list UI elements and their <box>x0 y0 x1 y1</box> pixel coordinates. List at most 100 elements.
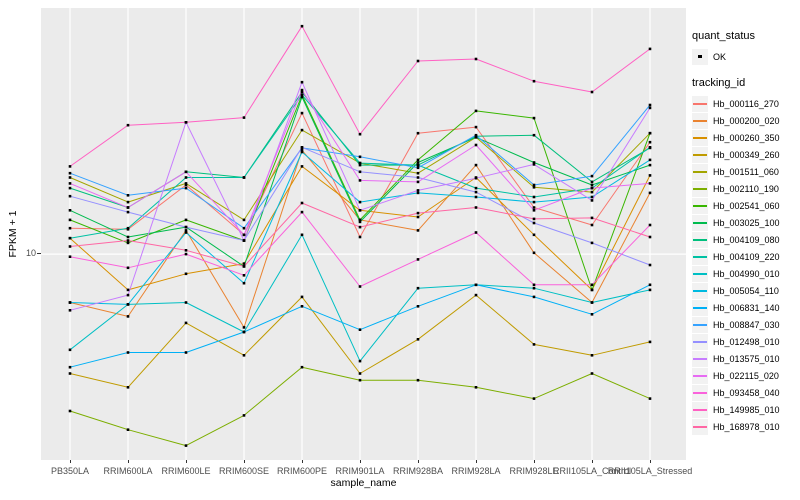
data-point <box>474 195 478 199</box>
legend-key-swatch <box>692 112 708 129</box>
legend-line-icon <box>693 306 707 309</box>
x-tick-mark-RRII105LA_Control <box>592 460 593 463</box>
legend-line-icon <box>693 102 707 105</box>
data-point <box>416 171 420 175</box>
data-point <box>416 305 420 308</box>
data-point <box>590 199 594 202</box>
data-point <box>648 397 652 400</box>
data-point <box>300 128 304 132</box>
data-point <box>532 79 536 83</box>
data-point <box>590 180 594 184</box>
data-point <box>184 321 188 325</box>
legend-item-Hb_008847_030: Hb_008847_030 <box>692 316 800 333</box>
legend-line-icon <box>693 255 707 258</box>
data-point <box>474 283 478 287</box>
data-point <box>300 165 304 168</box>
data-point <box>184 218 188 222</box>
data-point <box>242 274 246 277</box>
legend-item-Hb_012498_010: Hb_012498_010 <box>692 333 800 350</box>
legend-item-Hb_000260_350: Hb_000260_350 <box>692 129 800 146</box>
legend-key-swatch <box>692 316 708 333</box>
data-point <box>532 251 536 255</box>
data-point <box>590 186 594 190</box>
legend-label: Hb_093458_040 <box>713 387 780 398</box>
data-point <box>358 218 362 222</box>
data-point <box>68 255 72 258</box>
legend-item-ok: OK <box>692 48 800 65</box>
data-point <box>590 354 594 357</box>
data-point <box>68 218 72 222</box>
legend-line-icon <box>693 153 707 156</box>
data-point <box>126 303 130 306</box>
data-point <box>126 206 130 209</box>
data-point <box>416 59 420 63</box>
data-point <box>126 386 130 389</box>
data-point <box>416 131 420 135</box>
data-point <box>648 174 652 177</box>
legend-label: Hb_002541_060 <box>713 200 780 211</box>
legend-key-swatch <box>692 214 708 231</box>
data-point <box>358 285 362 288</box>
x-tick-mark-PB350LA <box>70 460 71 463</box>
data-point <box>590 195 594 199</box>
data-point <box>590 313 594 316</box>
legend-title-tracking-id: tracking_id <box>692 77 746 89</box>
legend-line-icon <box>693 340 707 343</box>
data-point <box>648 140 652 144</box>
data-point <box>242 354 246 357</box>
data-point <box>242 330 246 334</box>
x-tick-label-RRII105LA_Stressed: RRII105LA_Stressed <box>607 466 693 476</box>
data-point <box>300 80 304 84</box>
data-point <box>184 252 188 256</box>
data-point <box>648 47 652 51</box>
legend-item-Hb_002110_190: Hb_002110_190 <box>692 180 800 197</box>
data-point <box>590 174 594 178</box>
data-point <box>358 170 362 174</box>
data-point <box>184 183 188 187</box>
data-point <box>184 182 188 185</box>
legend-line-icon <box>693 136 707 139</box>
data-point <box>68 194 72 198</box>
data-point <box>532 233 536 237</box>
data-point <box>300 150 304 154</box>
data-point <box>242 414 246 417</box>
data-point <box>474 186 478 190</box>
data-point <box>68 182 72 185</box>
data-point <box>358 328 362 331</box>
x-tick-mark-RRIM928BA <box>418 460 419 463</box>
data-point <box>532 195 536 199</box>
data-point <box>358 220 362 224</box>
data-point <box>648 340 652 344</box>
x-tick-mark-RRIM901LA <box>360 460 361 463</box>
data-point <box>358 132 362 136</box>
x-tick-mark-RRIM600LA <box>128 460 129 463</box>
legend-label: Hb_013575_010 <box>713 353 780 364</box>
legend-key-swatch <box>692 163 708 180</box>
data-point <box>184 121 188 124</box>
data-point <box>648 288 652 292</box>
legend-item-Hb_168978_010: Hb_168978_010 <box>692 418 800 435</box>
data-point <box>242 326 246 329</box>
data-point <box>474 163 478 167</box>
data-point <box>184 231 188 234</box>
legend-key-swatch <box>692 146 708 163</box>
data-point <box>532 397 536 400</box>
data-point <box>416 229 420 232</box>
data-point <box>358 155 362 159</box>
data-point <box>590 190 594 194</box>
data-point <box>242 233 246 237</box>
legend-key-swatch <box>692 282 708 299</box>
data-point <box>474 125 478 129</box>
data-point <box>242 176 246 179</box>
data-point <box>648 163 652 167</box>
data-point <box>184 444 188 447</box>
legend-key-swatch <box>692 401 708 418</box>
legend-key-swatch <box>692 367 708 384</box>
data-point <box>184 225 188 229</box>
legend-tracking-items: Hb_000116_270 Hb_000200_020 Hb_000260_350 H… <box>692 95 800 435</box>
data-point <box>416 211 420 215</box>
data-point <box>648 106 652 110</box>
legend-key-swatch <box>692 384 708 401</box>
data-point <box>184 249 188 252</box>
